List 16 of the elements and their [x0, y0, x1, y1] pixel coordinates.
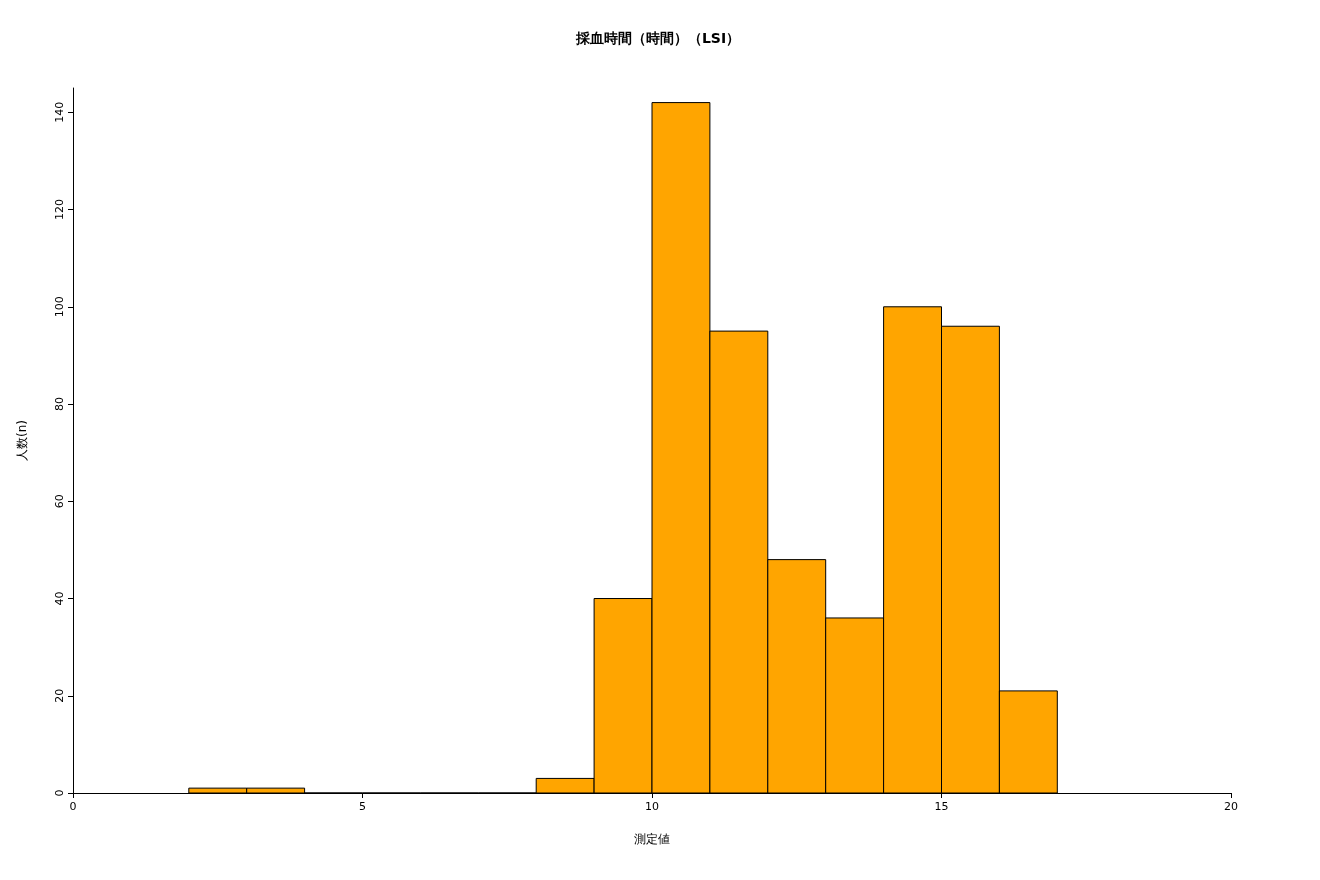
chart-title: 採血時間（時間）（LSI）: [574, 30, 741, 46]
x-tick-label: 5: [359, 800, 366, 813]
y-tick-label: 20: [53, 688, 66, 703]
y-tick-label: 80: [53, 397, 66, 412]
y-tick-label: 40: [53, 591, 66, 606]
x-tick-label: 15: [934, 800, 949, 813]
x-tick-label: 10: [645, 800, 659, 813]
x-axis-title: 測定値: [634, 832, 670, 846]
y-tick-label: 0: [53, 789, 66, 797]
y-tick-label: 120: [53, 199, 66, 221]
x-tick-label: 0: [69, 800, 77, 813]
y-tick-label: 60: [53, 494, 66, 509]
y-tick-label: 100: [53, 296, 66, 318]
x-tick-label: 20: [1224, 800, 1238, 813]
y-axis-title: 人数(n): [15, 420, 29, 461]
y-tick-label: 140: [53, 101, 66, 123]
